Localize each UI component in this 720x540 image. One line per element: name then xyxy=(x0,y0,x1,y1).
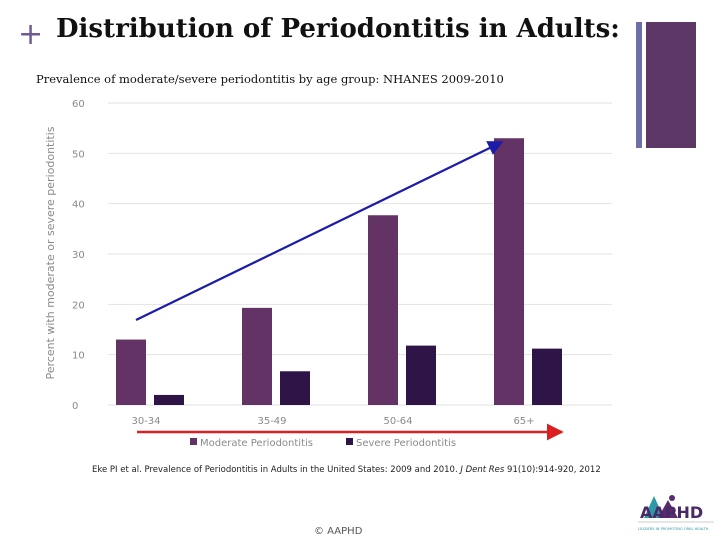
y-tick-label: 50 xyxy=(72,149,85,160)
y-tick-label: 10 xyxy=(72,351,85,362)
plus-mark: + xyxy=(18,17,44,52)
bar-moderate xyxy=(368,215,398,405)
citation-tail: 91(10):914-920, 2012 xyxy=(507,465,601,475)
legend-swatch xyxy=(346,438,353,445)
gridlines xyxy=(108,102,612,406)
copyright: © AAPHD xyxy=(314,526,363,537)
y-tick-label: 20 xyxy=(72,300,85,311)
bar-severe xyxy=(154,394,184,405)
legend: Moderate Periodontitis Severe Periodontit… xyxy=(190,438,456,449)
x-tick-label: 30-34 xyxy=(131,416,160,427)
bar-moderate xyxy=(494,138,524,405)
aaphd-logo: AAPHD LEADERS IN PROMOTING ORAL HEALTH xyxy=(638,495,714,531)
bar-moderate xyxy=(116,339,146,405)
trend-arrow xyxy=(135,141,504,321)
x-tick-label: 65+ xyxy=(513,416,534,427)
y-tick-label: 0 xyxy=(72,401,78,412)
x-tick-labels: 30-34 35-49 50-64 65+ xyxy=(131,416,534,427)
bar-moderate xyxy=(242,307,272,405)
bar-severe xyxy=(532,348,562,405)
x-tick-label: 50-64 xyxy=(383,416,412,427)
x-tick-label: 35-49 xyxy=(257,416,286,427)
y-tick-label: 60 xyxy=(72,99,85,110)
legend-label: Moderate Periodontitis xyxy=(200,438,313,449)
legend-swatch xyxy=(190,438,197,445)
logo-text: AAPHD xyxy=(640,503,703,522)
y-tick-labels: 0 10 20 30 40 50 60 xyxy=(72,99,85,412)
y-axis-label: Percent with moderate or severe periodon… xyxy=(44,126,57,379)
y-tick-label: 40 xyxy=(72,200,85,211)
y-tick-label: 30 xyxy=(72,250,85,261)
bars xyxy=(116,138,562,405)
logo-tagline: LEADERS IN PROMOTING ORAL HEALTH xyxy=(638,527,709,531)
legend-label: Severe Periodontitis xyxy=(356,438,456,449)
bar-severe xyxy=(280,371,310,405)
citation: Eke PI et al. Prevalence of Periodontiti… xyxy=(92,465,601,475)
chart-subtitle: Prevalence of moderate/severe periodonti… xyxy=(36,72,504,86)
slide-title: Distribution of Periodontitis in Adults: xyxy=(56,14,620,44)
accent-bar-thin xyxy=(636,22,642,148)
citation-journal: J Dent Res xyxy=(460,465,505,475)
bar-severe xyxy=(406,345,436,405)
accent-bar-block xyxy=(646,22,696,148)
citation-main: Eke PI et al. Prevalence of Periodontiti… xyxy=(92,465,458,475)
